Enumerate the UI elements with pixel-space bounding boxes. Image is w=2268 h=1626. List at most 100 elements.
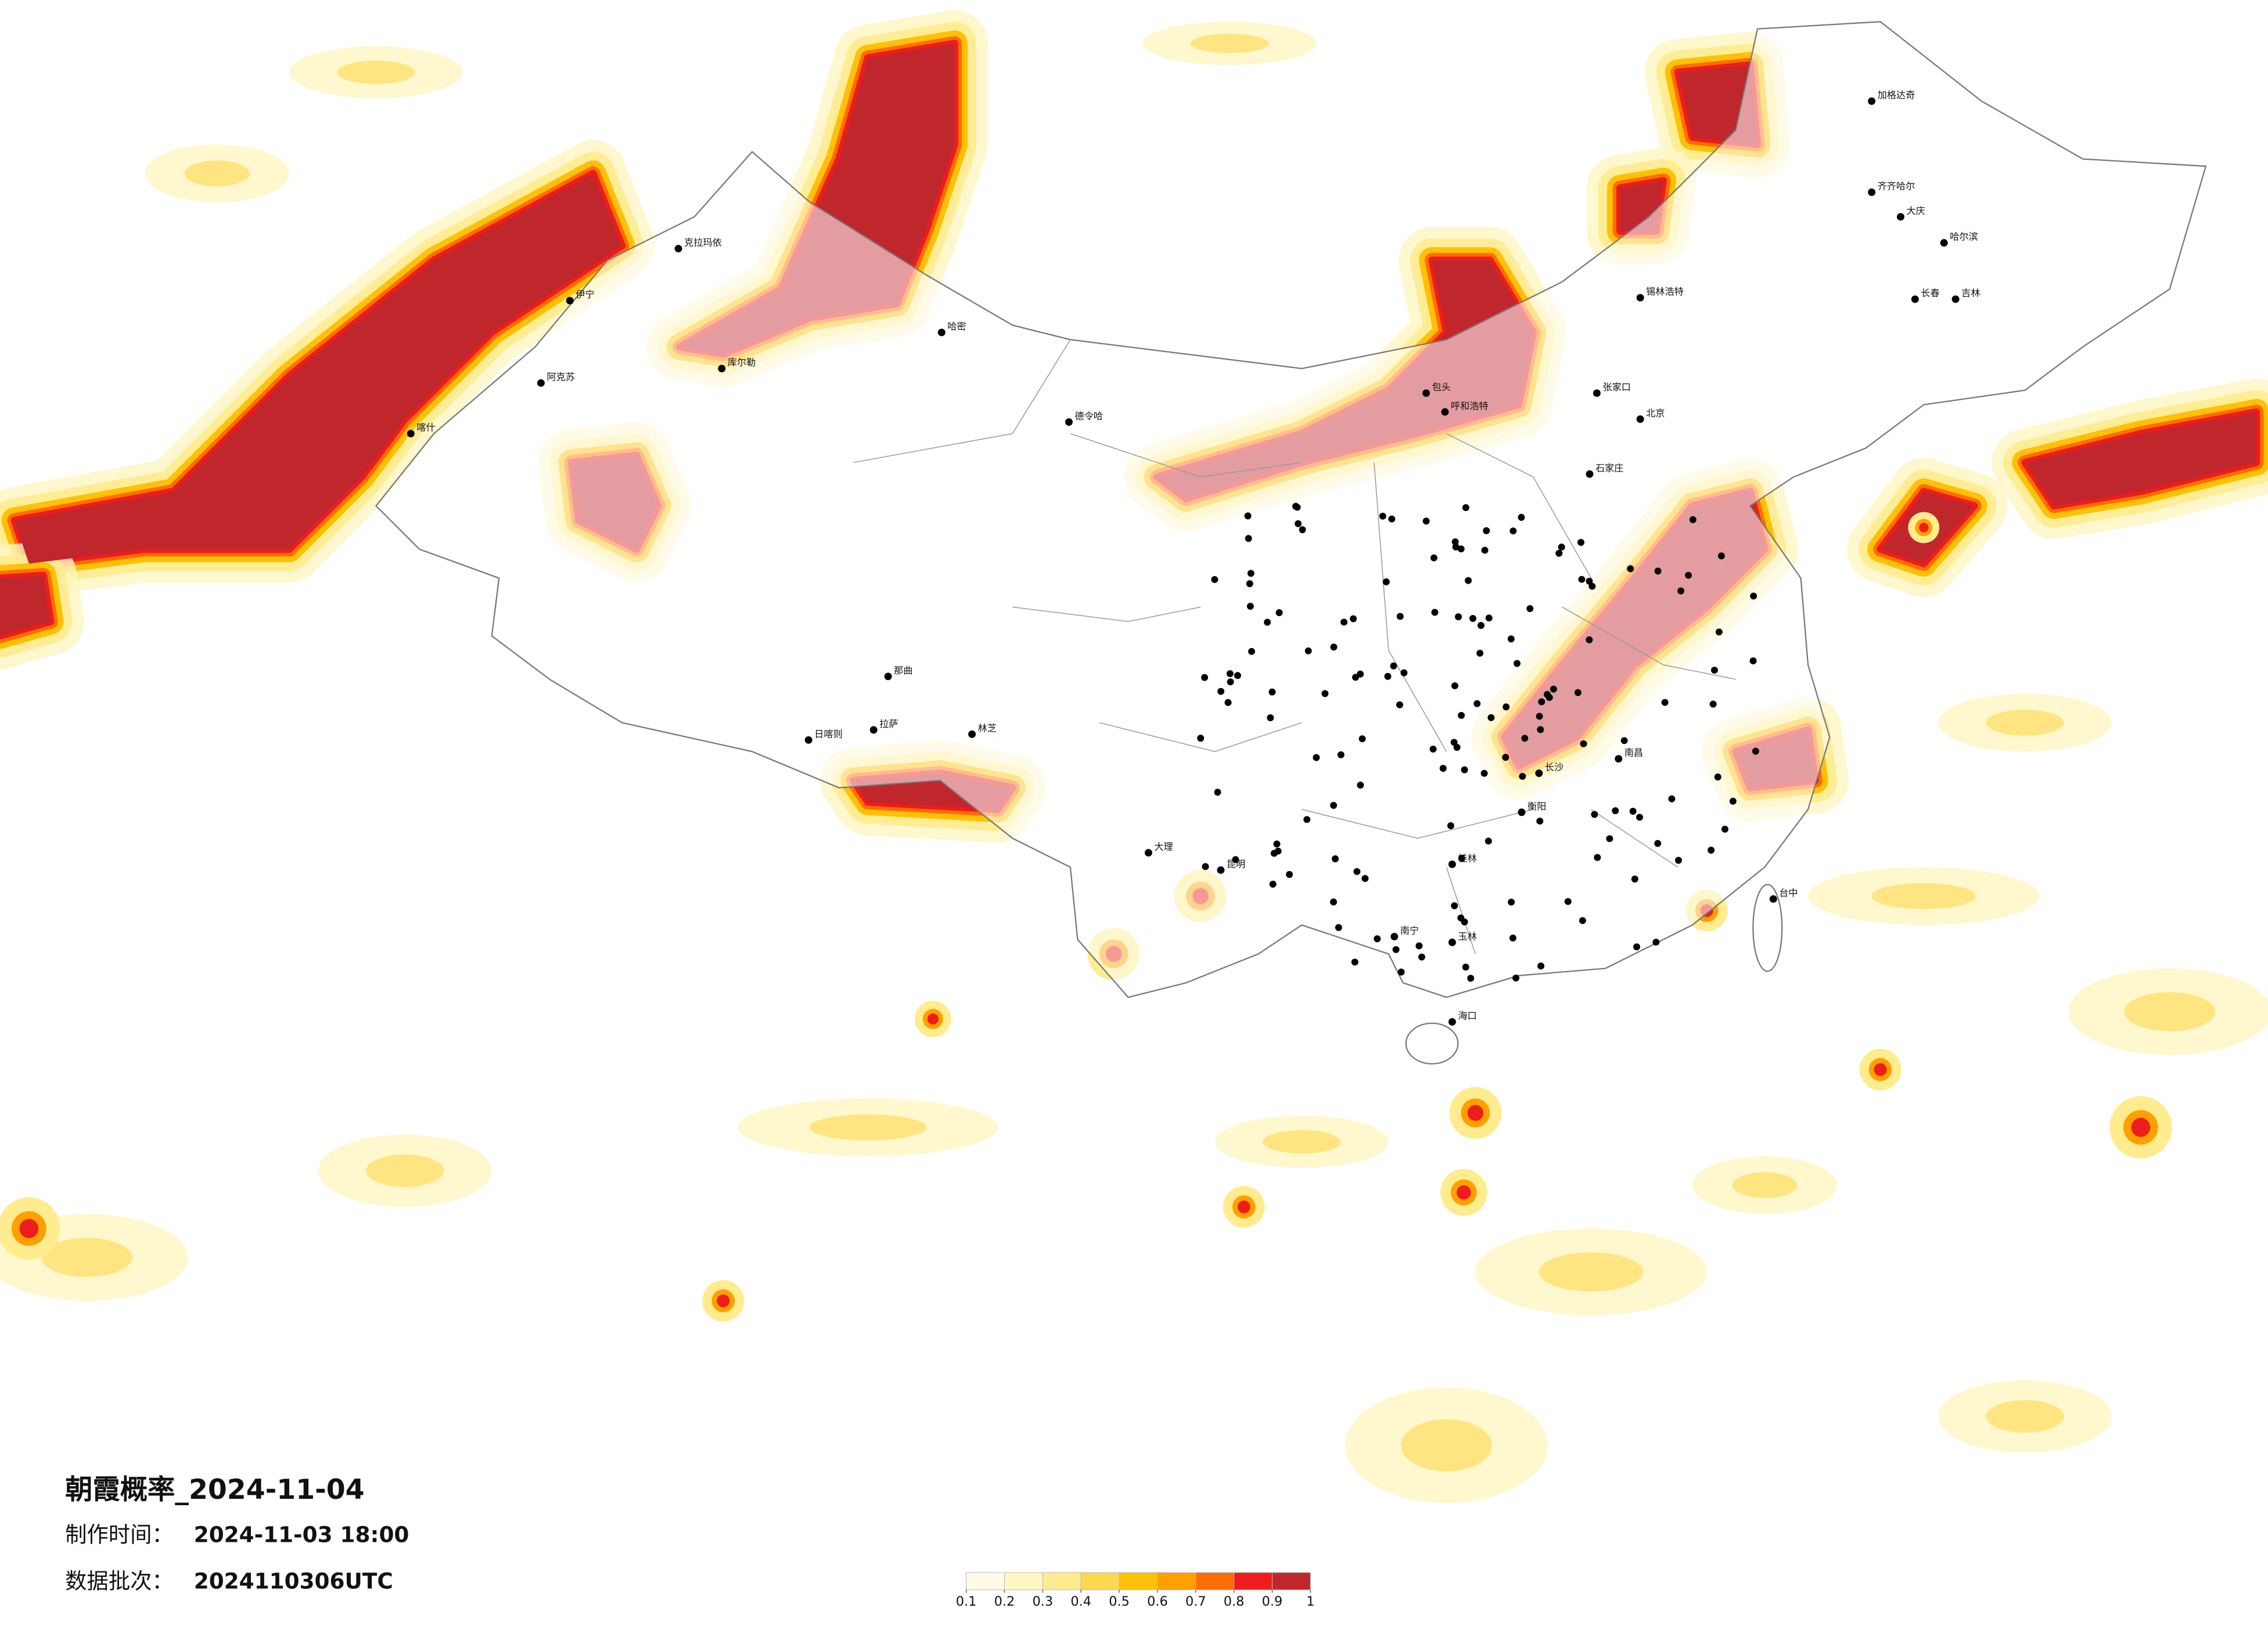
city-dot [1752,747,1759,755]
city-dot [1536,713,1543,720]
city-dot [1457,545,1465,553]
city-label: 加格达奇 [1878,89,1915,100]
city-dot [1321,690,1329,697]
city-dot [1273,840,1281,848]
city-label: 伊宁 [576,289,594,300]
city-dot [1577,539,1584,546]
colorbar-tick-label: 0.7 [1185,1594,1206,1609]
city-label: 林芝 [978,722,997,733]
city-dot [1526,605,1534,612]
city-label: 桂林 [1458,852,1476,864]
city-dot [1507,635,1515,643]
city-label: 德令哈 [1074,411,1103,422]
city-dot [1911,295,1919,303]
taiwan-outline [1752,884,1783,972]
city-dot [1461,766,1468,774]
city-dot [1502,754,1509,761]
city-dot [1232,856,1239,864]
colorbar-tick-label: 0.6 [1147,1594,1168,1609]
city-dot [1535,769,1543,778]
city-dot [1550,685,1557,693]
colorbar-swatch [1234,1572,1273,1591]
city-dot [1397,968,1405,976]
haze-core [0,575,51,636]
colorbar-tick-label: 0.5 [1109,1594,1130,1609]
city-label: 喀什 [416,422,435,433]
city-dot [1951,295,1960,303]
city-dot [1441,408,1449,416]
city-label: 锡林浩特 [1646,286,1684,297]
city-dot [1392,946,1400,954]
city-dot [1462,504,1469,512]
city-dot [1353,868,1361,875]
city-dot [1396,701,1403,708]
city-dot [1227,678,1234,686]
city-dot [407,430,415,438]
city-dot [1390,662,1397,670]
city-dot [1214,789,1221,796]
haze-mid [184,160,250,187]
city-dot [1518,513,1525,521]
city-dot [1458,711,1465,719]
city-dot [1469,615,1476,622]
haze-spot [1456,1185,1471,1200]
city-dot [1578,575,1586,583]
city-dot [1396,613,1404,620]
city-dot [937,328,946,336]
colorbar-swatch [1004,1572,1043,1591]
city-dot [1685,571,1692,579]
city-dot [1480,769,1488,777]
city-dot [1422,389,1430,397]
city-dot [1476,649,1484,657]
city-dot [1677,587,1685,595]
haze-spot [1237,1200,1250,1214]
colorbar-tick-label: 0.4 [1070,1594,1091,1609]
haze-mid [1732,1172,1798,1199]
city-dot [1293,503,1301,511]
city-dot [1246,603,1254,610]
colorbar-swatch [1271,1572,1311,1591]
city-dot [1330,898,1337,906]
city-dot [1418,954,1425,961]
colorbar-swatch [1119,1572,1158,1591]
map-title: 朝霞概率_2024-11-04 [65,1474,365,1506]
city-dot [1636,294,1644,302]
city-label: 张家口 [1602,382,1631,393]
haze-mid [1539,1252,1644,1292]
batch-label: 数据批次： [65,1568,174,1593]
city-dot [1379,512,1386,520]
city-dot [1451,902,1458,909]
city-dot [1594,854,1601,861]
city-dot [1729,797,1737,805]
city-dot [1465,577,1472,584]
city-dot [1247,570,1255,577]
city-dot [1452,543,1460,551]
city-dot [1580,740,1587,747]
city-dot [1453,744,1461,751]
city-dot [1382,578,1390,585]
city-dot [1537,962,1545,970]
city-dot [1467,974,1475,982]
city-dot [1286,870,1293,878]
city-dot [1217,688,1225,695]
haze-spot [927,1013,939,1025]
city-dot [537,379,545,387]
city-dot [1518,808,1526,816]
city-dot [1593,389,1601,397]
city-dot [1514,660,1521,667]
city-dot [1536,817,1544,825]
city-dot [1508,898,1515,906]
city-dot [1588,582,1596,590]
city-dot [1940,239,1948,247]
city-dot [1503,703,1510,711]
city-dot [1661,699,1669,706]
haze-core [14,173,622,564]
city-dot [1654,840,1662,847]
colorbar-tick-label: 0.2 [994,1594,1015,1609]
city-dot [1337,751,1345,758]
city-dot [1652,938,1660,946]
haze-spot [1467,1105,1483,1121]
